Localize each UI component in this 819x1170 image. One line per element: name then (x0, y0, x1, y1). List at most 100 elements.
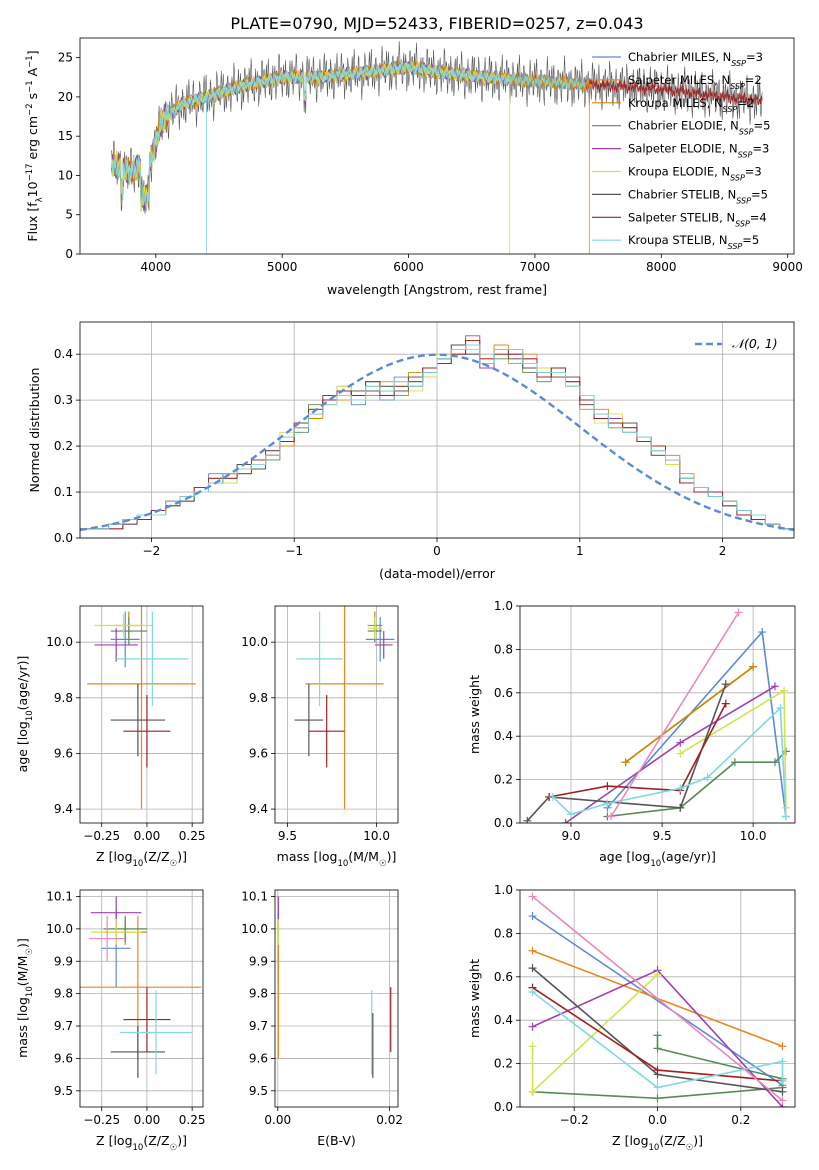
y-tick-label: 0.1 (54, 485, 73, 499)
y-tick-label: 10.0 (46, 922, 73, 936)
weight-point (653, 1083, 662, 1092)
x-tick-label: 7000 (520, 260, 551, 274)
weight-point (621, 758, 630, 767)
axes-frame (79, 889, 204, 1108)
weight-point (781, 812, 790, 821)
weight-point (603, 782, 612, 791)
y-tick-label: 10.1 (241, 889, 268, 903)
legend-label: Chabrier MILES, NSSP=3 (628, 50, 763, 68)
y-tick-label: 9.8 (249, 987, 268, 1001)
x-tick-label: 0.25 (179, 1113, 206, 1127)
y-tick-label: 0.0 (494, 1100, 513, 1114)
x-tick-label: 9.5 (278, 829, 297, 843)
weight-line (532, 991, 784, 1089)
y-tick-label: 9.6 (249, 1051, 268, 1065)
y-tick-label: 0 (65, 247, 73, 261)
x-tick-label: 6000 (393, 260, 424, 274)
legend-label: Salpeter ELODIE, NSSP=3 (628, 142, 769, 160)
weight-point (528, 1022, 537, 1031)
x-tick-label: 0.02 (376, 1113, 403, 1127)
weight-point (528, 964, 537, 973)
plot-area (80, 335, 794, 538)
x-tick-label: 9.5 (653, 829, 672, 843)
weight-point (749, 662, 758, 671)
weight-point (528, 1042, 537, 1051)
y-tick-label: 0.2 (54, 439, 73, 453)
y-tick-label: 0.6 (494, 686, 513, 700)
spectrum-title: PLATE=0790, MJD=52433, FIBERID=0257, z=0… (230, 14, 643, 33)
axis-label: mass weight (467, 675, 482, 754)
weight-point (730, 758, 739, 767)
x-tick-label: 0 (433, 544, 441, 558)
weight-line (610, 612, 740, 817)
weight-point (778, 1096, 787, 1105)
weight-point (676, 738, 685, 747)
legend-label: Kroupa STELIB, NSSP=5 (628, 233, 759, 251)
y-tick-label: 0.4 (54, 347, 73, 361)
spectrum-line (111, 41, 763, 214)
y-tick-label: 10.0 (241, 922, 268, 936)
y-tick-label: 0.0 (54, 531, 73, 545)
y-tick-label: 25 (58, 51, 73, 65)
weight-line (548, 703, 727, 798)
legend-label: 𝒩(0, 1) (732, 336, 778, 351)
x-tick-label: 9000 (772, 260, 803, 274)
y-tick-label: 9.6 (249, 746, 268, 760)
weight-line (606, 630, 787, 817)
axis-label: Z [log10(Z/Z☉)] (96, 1133, 187, 1153)
axes-frame (79, 321, 795, 539)
plot-area (80, 896, 202, 1078)
y-tick-label: 1.0 (494, 599, 513, 613)
axis-label: Flux [fλ10−17 erg cm−2 s−1 A−1] (25, 50, 45, 241)
y-tick-label: 9.6 (54, 746, 73, 760)
y-tick-label: 9.8 (54, 987, 73, 1001)
axes-frame (79, 605, 204, 824)
legend-label: Chabrier STELIB, NSSP=5 (628, 187, 768, 205)
weight-point (653, 1094, 662, 1103)
weight-point (653, 1031, 662, 1040)
x-tick-label: 9.0 (561, 829, 580, 843)
weight-point (676, 784, 685, 793)
y-tick-label: 9.7 (54, 1019, 73, 1033)
plot-area (277, 896, 392, 1078)
mass-weight-vs-metallicity-panel: −0.2 0.0 0.2 0.0 0.2 0.4 0.6 0.8 1.0 Z [log10(Z/Z… (467, 883, 796, 1153)
weight-point (703, 773, 712, 782)
weight-line (531, 974, 659, 1094)
x-tick-label: 0.2 (731, 1113, 750, 1127)
x-tick-label: 10.0 (363, 829, 390, 843)
weight-point (566, 810, 575, 819)
x-tick-label: −2 (143, 544, 161, 558)
axis-label: (data-model)/error (379, 566, 496, 581)
y-tick-label: 9.4 (54, 802, 73, 816)
x-tick-label: 0.00 (134, 829, 161, 843)
axes-frame (79, 37, 795, 255)
axis-label: Z [log10(Z/Z☉)] (612, 1133, 703, 1153)
spectrum-line (111, 60, 593, 254)
weight-point (758, 628, 767, 637)
x-tick-label: 0.00 (264, 1113, 291, 1127)
plot-area (523, 608, 790, 823)
y-tick-label: 9.8 (54, 691, 73, 705)
x-tick-label: 0.25 (179, 829, 206, 843)
weight-point (528, 1087, 537, 1096)
axis-label: age [log10(age/yr)] (15, 656, 35, 773)
weight-point (778, 1087, 787, 1096)
y-tick-label: 10 (58, 168, 73, 182)
histogram-steps (80, 344, 794, 538)
plot-area (294, 606, 395, 810)
legend-label: Chabrier ELODIE, NSSP=5 (628, 119, 770, 137)
weight-point (721, 680, 730, 689)
age-vs-mass-panel: 9.5 10.0 9.4 9.6 9.8 10.0 mass [log10(M/M☉)] (241, 605, 399, 869)
x-tick-label: −0.25 (83, 829, 120, 843)
plot-area (111, 41, 763, 254)
mass-weight-vs-age-panel: 9.0 9.5 10.0 0.0 0.2 0.4 0.6 0.8 1.0 age [log10(a… (467, 599, 796, 869)
y-tick-label: 9.5 (54, 1084, 73, 1098)
y-tick-label: 9.6 (54, 1051, 73, 1065)
y-tick-label: 0.2 (494, 1057, 513, 1071)
axes-frame (519, 889, 796, 1108)
y-tick-label: 0.4 (494, 729, 513, 743)
x-tick-label: 4000 (141, 260, 172, 274)
weight-point (676, 803, 685, 812)
y-tick-label: 9.5 (249, 1084, 268, 1098)
